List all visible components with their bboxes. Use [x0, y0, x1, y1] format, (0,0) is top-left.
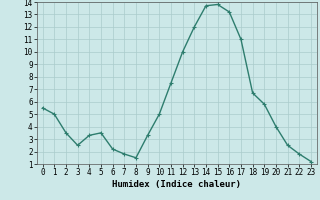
X-axis label: Humidex (Indice chaleur): Humidex (Indice chaleur): [112, 180, 241, 189]
